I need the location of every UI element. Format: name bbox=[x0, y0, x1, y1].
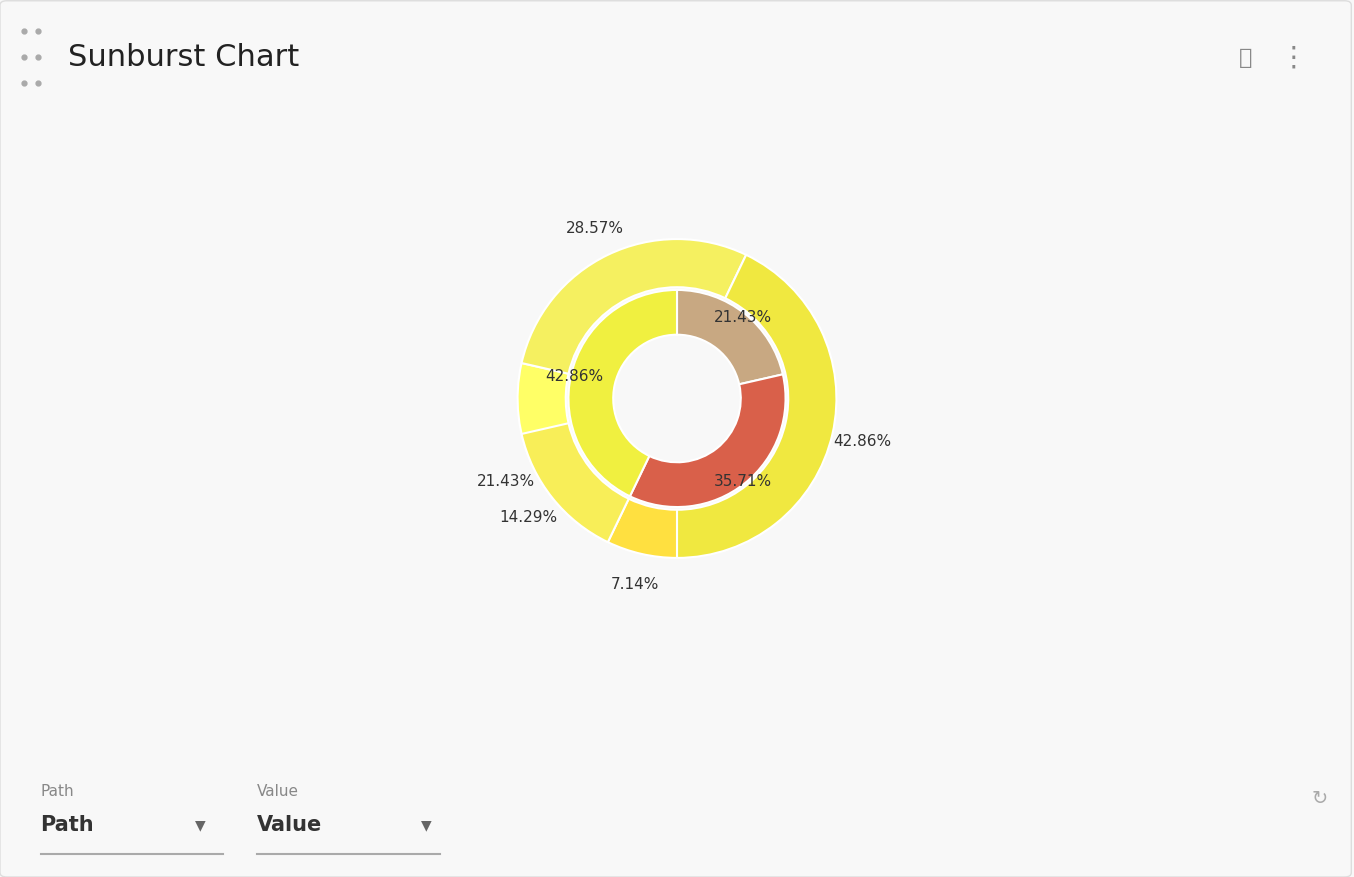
Text: 35.71%: 35.71% bbox=[714, 474, 772, 488]
Text: Value: Value bbox=[257, 783, 299, 798]
Wedge shape bbox=[521, 239, 746, 374]
Text: Sunburst Chart: Sunburst Chart bbox=[68, 43, 299, 73]
Text: Path: Path bbox=[41, 815, 95, 834]
Text: 14.29%: 14.29% bbox=[500, 510, 558, 524]
Text: Value: Value bbox=[257, 815, 322, 834]
Wedge shape bbox=[677, 255, 837, 559]
Wedge shape bbox=[569, 290, 677, 496]
Text: ▼: ▼ bbox=[421, 817, 432, 831]
Text: 42.86%: 42.86% bbox=[546, 368, 604, 383]
Text: Path: Path bbox=[41, 783, 74, 798]
Text: 21.43%: 21.43% bbox=[477, 474, 535, 488]
Wedge shape bbox=[677, 290, 783, 385]
Text: ↻: ↻ bbox=[1312, 788, 1328, 808]
Wedge shape bbox=[630, 374, 785, 508]
Text: 7.14%: 7.14% bbox=[611, 576, 659, 591]
Text: ⋮: ⋮ bbox=[1280, 44, 1307, 72]
Text: ▼: ▼ bbox=[195, 817, 206, 831]
Text: 28.57%: 28.57% bbox=[566, 221, 624, 236]
Wedge shape bbox=[521, 424, 628, 543]
Wedge shape bbox=[517, 364, 628, 543]
Text: 21.43%: 21.43% bbox=[714, 310, 772, 324]
Text: 42.86%: 42.86% bbox=[833, 434, 891, 449]
Wedge shape bbox=[608, 499, 677, 559]
Text: ⛶: ⛶ bbox=[1239, 48, 1252, 68]
